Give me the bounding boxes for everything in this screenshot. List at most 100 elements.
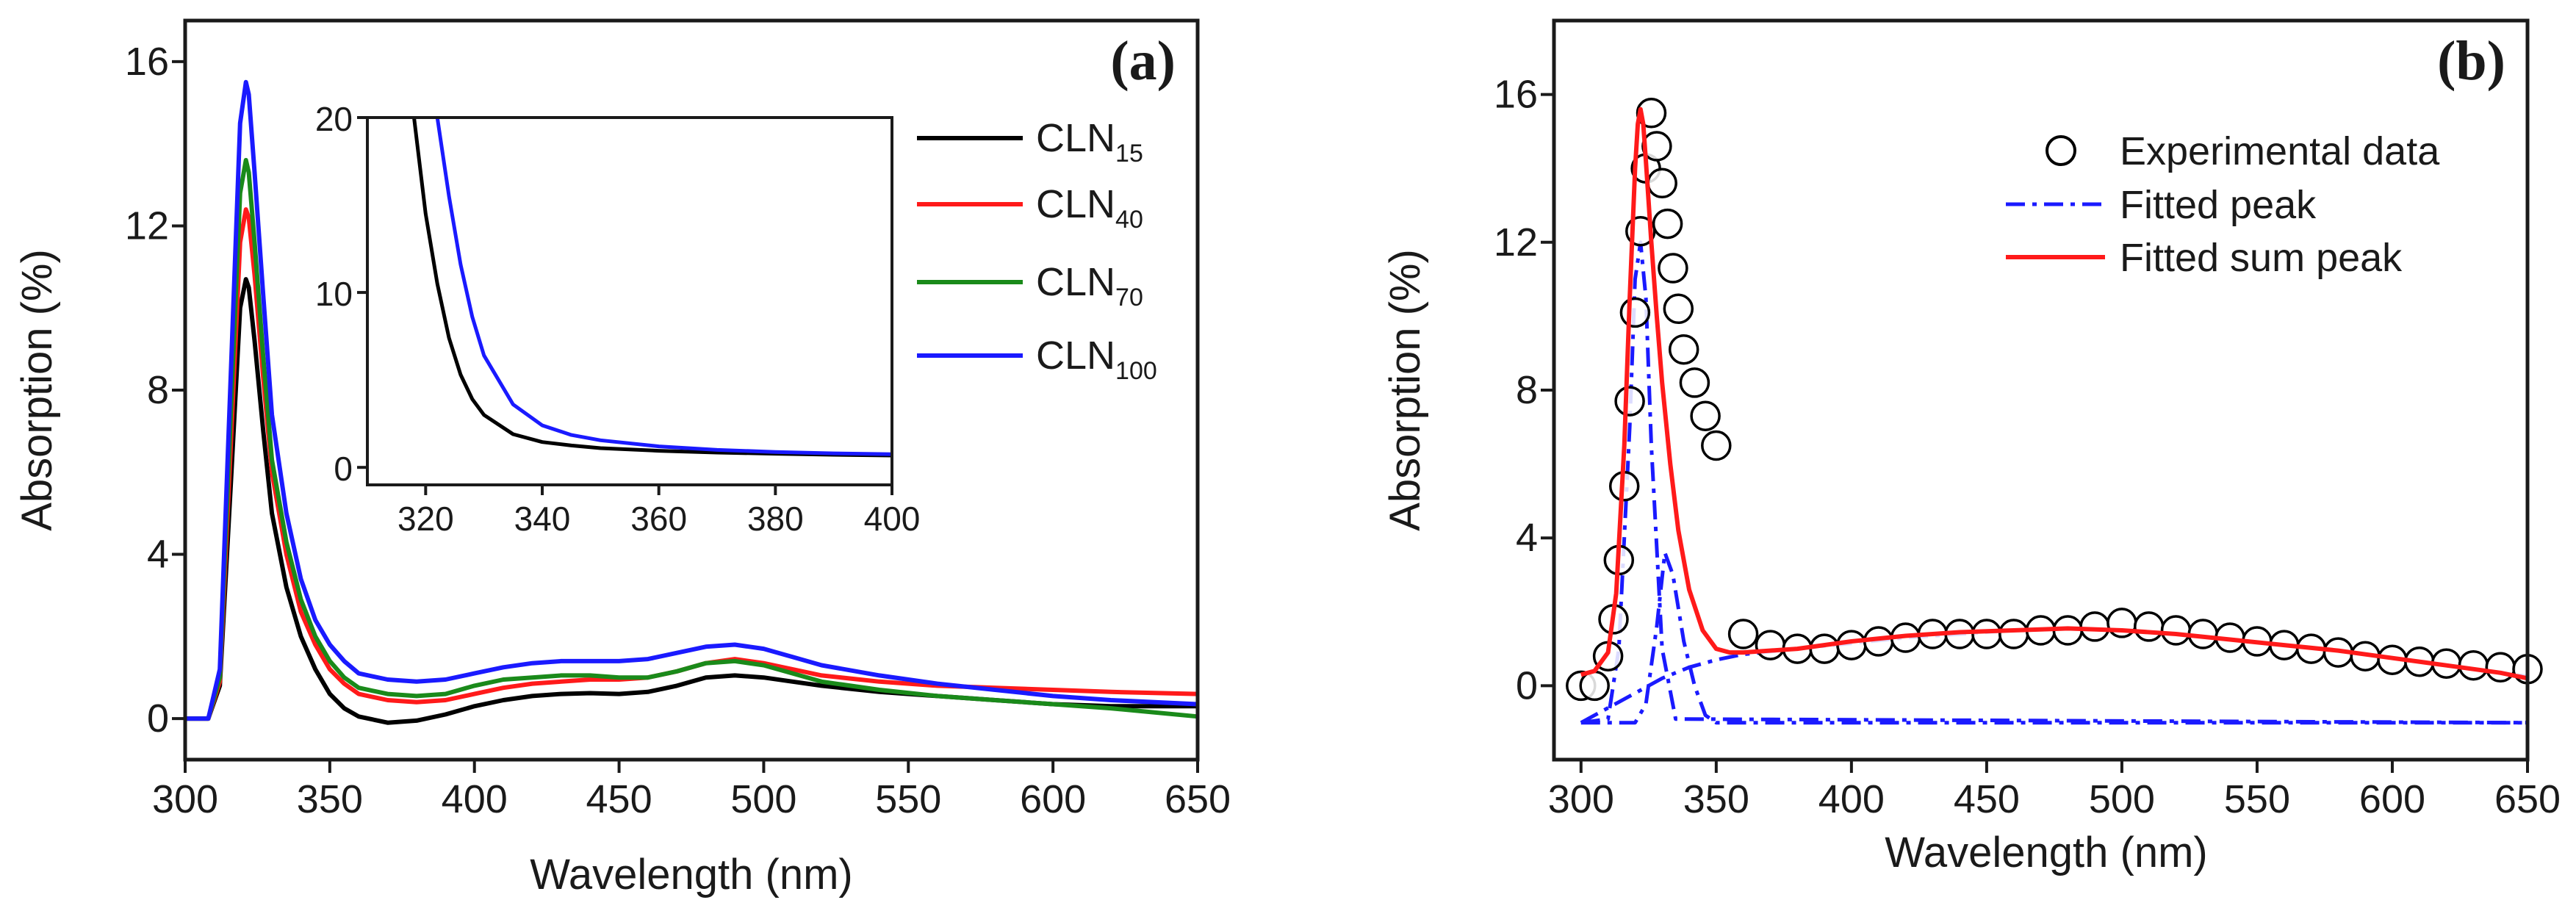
- inset-frame: [366, 116, 893, 486]
- series-line-cln15: [185, 277, 1198, 725]
- x-tick-label: 450: [1954, 777, 2020, 821]
- series-line-cln40: [185, 207, 1198, 721]
- y-tick-label: 10: [315, 275, 353, 313]
- inset-x-ticks: 320 340 360 380 400: [397, 485, 920, 538]
- fitted-peak2-line: [1580, 550, 2528, 725]
- series-line-cln70: [185, 158, 1198, 721]
- legend-label-cln15: CLN15: [1036, 116, 1143, 168]
- series-line-cln100: [185, 79, 1198, 721]
- x-tick-label: 600: [2359, 777, 2425, 821]
- legend-sub-cln40: 40: [1115, 206, 1143, 234]
- y-tick-label: 0: [334, 450, 353, 488]
- x-tick-label: 300: [1548, 777, 1614, 821]
- panel-b-label: (b): [2437, 30, 2505, 92]
- legend-entry-fitted-peak: Fitted peak: [2006, 183, 2317, 227]
- x-tick-label: 500: [2089, 777, 2155, 821]
- x-tick-label: 300: [152, 777, 218, 821]
- legend-label-cln70: CLN70: [1036, 260, 1143, 311]
- x-tick-label: 400: [1818, 777, 1885, 821]
- experimental-point: [1755, 630, 1786, 660]
- inset-line-cln100: [435, 118, 892, 456]
- legend-base-cln100: CLN: [1036, 334, 1115, 378]
- experimental-point: [1998, 619, 2029, 649]
- x-tick-label: 350: [1683, 777, 1749, 821]
- panel-a-x-ticks: 300 350 400 450 500 550 600 650: [152, 760, 1231, 821]
- experimental-point: [1971, 619, 2002, 649]
- x-tick-label: 550: [875, 777, 941, 821]
- legend-swatch-experimental: [2046, 135, 2076, 166]
- panel-a-legend: CLN15 CLN40 CLN70 CLN100: [917, 116, 1157, 385]
- legend-entry-fitted-sum: Fitted sum peak: [2006, 236, 2403, 280]
- legend-entry-cln15: CLN15: [917, 116, 1143, 168]
- experimental-point: [1619, 297, 1651, 328]
- panel-a-inset: 320 340 360 380 400 0 10 20: [315, 100, 921, 538]
- inset-curves: [412, 118, 892, 458]
- x-tick-label: 380: [747, 500, 804, 538]
- y-tick-label: 12: [1494, 220, 1538, 264]
- fitted-sum-line: [1580, 107, 2528, 681]
- x-tick-label: 400: [864, 500, 921, 538]
- legend-label-cln100: CLN100: [1036, 334, 1157, 385]
- experimental-point: [2133, 611, 2165, 642]
- x-tick-label: 450: [586, 777, 652, 821]
- y-tick-label: 4: [1516, 516, 1538, 560]
- y-tick-label: 16: [1494, 73, 1538, 117]
- y-tick-label: 8: [147, 368, 169, 412]
- legend-label-fitted-sum: Fitted sum peak: [2120, 236, 2403, 280]
- legend-label-fitted-peak: Fitted peak: [2120, 183, 2317, 227]
- experimental-point: [1614, 386, 1645, 417]
- panel-a-x-axis-label: Wavelength (nm): [530, 851, 852, 898]
- x-tick-label: 400: [442, 777, 508, 821]
- legend-base-cln15: CLN: [1036, 116, 1115, 160]
- experimental-point: [1668, 334, 1699, 365]
- panel-a-y-ticks: 0 4 8 12 16: [125, 40, 185, 741]
- x-tick-label: 360: [630, 500, 687, 538]
- legend-label-experimental: Experimental data: [2120, 129, 2440, 173]
- experimental-point: [1647, 168, 1677, 199]
- panel-a-y-axis-label: Absorption (%): [13, 249, 61, 531]
- experimental-point: [1690, 400, 1721, 431]
- x-tick-label: 350: [297, 777, 363, 821]
- experimental-point: [2160, 615, 2192, 646]
- y-tick-label: 12: [125, 204, 169, 248]
- legend-entry-cln70: CLN70: [917, 260, 1143, 311]
- experimental-point: [2458, 649, 2489, 681]
- y-tick-label: 4: [147, 533, 169, 577]
- fitted-peak3-line: [1580, 626, 2528, 724]
- y-tick-label: 8: [1516, 368, 1538, 412]
- experimental-point: [1652, 208, 1683, 239]
- experimental-point: [2485, 652, 2516, 683]
- experimental-point: [1579, 670, 1610, 702]
- x-tick-label: 650: [2494, 777, 2561, 821]
- x-tick-label: 550: [2224, 777, 2290, 821]
- legend-entry-experimental: Experimental data: [2046, 129, 2440, 173]
- legend-entry-cln40: CLN40: [917, 182, 1143, 234]
- inset-line-cln15: [412, 118, 892, 458]
- panel-b-curves: [1566, 98, 2543, 725]
- experimental-point: [1727, 619, 1759, 649]
- panel-b-legend: Experimental data Fitted peak Fitted sum…: [2006, 129, 2440, 280]
- legend-sub-cln15: 15: [1115, 140, 1143, 168]
- x-tick-label: 600: [1020, 777, 1086, 821]
- panel-a: 300 350 400 450 500 550 600 650 0 4 8 12 16 Wavelen…: [13, 18, 1231, 898]
- legend-base-cln40: CLN: [1036, 182, 1115, 226]
- panel-a-label: (a): [1110, 30, 1176, 92]
- legend-sub-cln100: 100: [1115, 357, 1157, 385]
- experimental-point: [1663, 293, 1694, 325]
- x-tick-label: 650: [1165, 777, 1231, 821]
- experimental-point: [1836, 630, 1867, 660]
- x-tick-label: 500: [730, 777, 796, 821]
- experimental-point: [2079, 611, 2110, 642]
- y-tick-label: 16: [125, 40, 169, 84]
- experimental-point: [1658, 253, 1688, 284]
- experimental-point: [1701, 430, 1732, 461]
- x-tick-label: 320: [397, 500, 454, 538]
- panel-b-y-ticks: 0 4 8 12 16: [1494, 73, 1554, 707]
- experimental-point: [1809, 633, 1840, 664]
- legend-base-cln70: CLN: [1036, 260, 1115, 304]
- panel-b-y-axis-label: Absorption (%): [1381, 249, 1429, 531]
- panel-b: 300 350 400 450 500 550 600 650 0 4 8 12 16 Wavelen…: [1381, 18, 2561, 876]
- inset-y-ticks: 0 10 20: [315, 100, 367, 488]
- x-tick-label: 340: [514, 500, 571, 538]
- experimental-point: [1679, 367, 1710, 398]
